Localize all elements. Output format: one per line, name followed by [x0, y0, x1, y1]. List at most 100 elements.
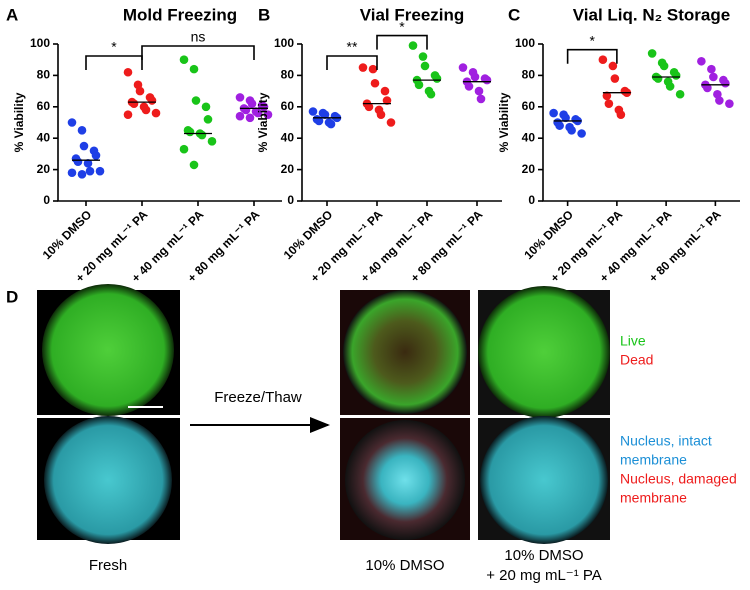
- data-point: [151, 108, 161, 118]
- data-point: [671, 71, 681, 80]
- spheroid: [343, 290, 467, 414]
- data-point: [561, 113, 570, 123]
- data-point: [709, 72, 718, 82]
- data-point: [476, 94, 486, 104]
- data-point: [207, 137, 217, 146]
- data-point: [482, 75, 492, 85]
- data-point: [197, 130, 207, 140]
- significance-bracket: [85, 55, 143, 70]
- data-point: [598, 55, 608, 64]
- data-point: [123, 67, 133, 77]
- data-point: [426, 89, 436, 99]
- data-point: [549, 108, 558, 118]
- y-tick-label: 40: [522, 130, 536, 144]
- arrow-label: Freeze/Thaw: [214, 389, 302, 406]
- spheroid: [345, 420, 465, 540]
- data-point: [235, 93, 245, 102]
- significance-bracket: [376, 34, 428, 50]
- data-point: [474, 86, 484, 96]
- data-point: [707, 64, 716, 74]
- legend-entry: Nucleus, intact: [620, 433, 712, 449]
- significance-bracket: [141, 45, 255, 60]
- data-point: [616, 110, 626, 119]
- significance-bracket: [566, 48, 618, 64]
- image-caption: Fresh: [89, 557, 127, 574]
- data-point: [665, 82, 675, 91]
- y-tick-label: 0: [43, 193, 50, 207]
- data-point: [253, 108, 263, 118]
- data-point: [79, 141, 89, 151]
- image-caption: + 20 mg mL⁻¹ PA: [486, 567, 602, 584]
- y-tick-label: 60: [37, 99, 51, 113]
- data-point: [653, 74, 663, 83]
- image-caption: 10% DMSO: [365, 557, 444, 574]
- spheroid: [42, 284, 174, 416]
- y-tick-label: 40: [281, 130, 295, 144]
- y-tick-label: 60: [281, 99, 295, 113]
- y-axis-label: % Viability: [497, 92, 511, 152]
- data-point: [567, 126, 576, 135]
- data-point: [376, 110, 386, 119]
- data-point: [610, 74, 620, 83]
- y-axis-label: % Viability: [256, 92, 270, 152]
- image-caption: 10% DMSO: [504, 547, 583, 564]
- y-tick-label: 20: [37, 162, 51, 176]
- panel-letter: B: [258, 5, 270, 24]
- y-tick-label: 80: [281, 68, 295, 82]
- data-point: [185, 127, 195, 137]
- y-tick-label: 100: [515, 36, 535, 50]
- legend-entry: membrane: [620, 490, 687, 506]
- significance-label: *: [399, 18, 405, 34]
- data-point: [320, 110, 330, 119]
- data-point: [179, 144, 189, 154]
- panel-letter: A: [6, 5, 18, 24]
- data-point: [675, 89, 685, 99]
- panel-letter: D: [6, 287, 18, 306]
- chart-title: Vial Liq. N₂ Storage: [573, 5, 730, 24]
- data-point: [91, 151, 101, 160]
- y-axis-label: % Viability: [12, 92, 26, 152]
- y-tick-label: 20: [522, 162, 536, 176]
- data-point: [604, 99, 614, 108]
- y-tick-label: 100: [30, 36, 50, 50]
- data-point: [464, 82, 474, 91]
- data-point: [725, 99, 734, 108]
- data-point: [141, 105, 151, 115]
- data-point: [414, 80, 424, 90]
- significance-label: ns: [191, 29, 206, 45]
- data-point: [191, 96, 201, 105]
- micrographs: [37, 284, 610, 544]
- data-point: [77, 170, 87, 179]
- significance-label: *: [590, 32, 596, 48]
- data-point: [555, 121, 564, 130]
- data-point: [67, 118, 77, 127]
- data-point: [83, 159, 93, 168]
- data-point: [703, 83, 712, 93]
- data-point: [432, 74, 442, 83]
- x-tick-label: 10% DMSO: [281, 207, 336, 262]
- data-point: [364, 102, 374, 112]
- data-point: [201, 102, 211, 112]
- spheroid: [480, 416, 608, 544]
- y-tick-label: 0: [287, 193, 294, 207]
- data-point: [458, 63, 468, 72]
- significance-bracket: [326, 55, 378, 70]
- data-point: [308, 107, 318, 116]
- chart-title: Vial Freezing: [360, 5, 465, 24]
- data-point: [241, 105, 251, 115]
- spheroid: [478, 286, 610, 418]
- y-tick-label: 80: [522, 68, 536, 82]
- data-point: [129, 99, 139, 108]
- y-tick-label: 20: [281, 162, 295, 176]
- data-point: [247, 99, 257, 108]
- data-point: [408, 41, 418, 50]
- data-point: [577, 129, 586, 138]
- data-point: [123, 110, 133, 119]
- data-point: [608, 61, 618, 71]
- legend-entry: Dead: [620, 352, 653, 368]
- data-point: [67, 168, 77, 178]
- data-point: [263, 110, 273, 119]
- data-point: [358, 63, 368, 72]
